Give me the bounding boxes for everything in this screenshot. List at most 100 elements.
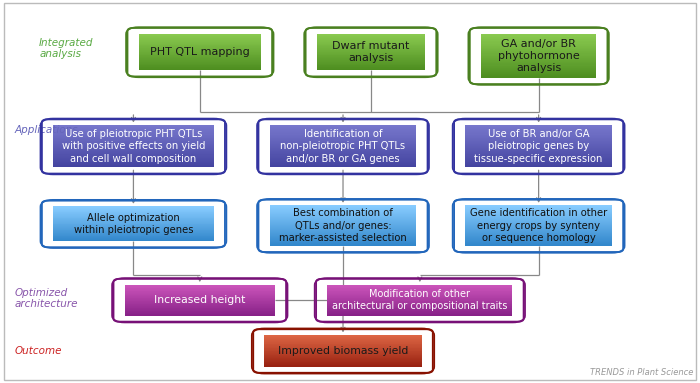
Bar — [53, 162, 213, 163]
Bar — [53, 231, 213, 232]
Bar — [270, 229, 416, 231]
Bar — [53, 206, 213, 208]
Bar — [466, 229, 612, 230]
Bar — [53, 235, 213, 236]
Bar — [125, 288, 275, 289]
Bar — [270, 244, 416, 246]
Bar — [265, 362, 421, 363]
Bar — [53, 237, 213, 239]
Bar — [265, 360, 421, 361]
Bar — [139, 64, 261, 66]
Bar — [53, 130, 213, 132]
Bar — [328, 289, 512, 290]
Bar — [270, 234, 416, 235]
Bar — [53, 164, 213, 165]
Text: GA and/or BR
phytohormone
analysis: GA and/or BR phytohormone analysis — [498, 39, 580, 74]
Bar — [466, 161, 612, 162]
Bar — [270, 223, 416, 224]
Bar — [481, 68, 596, 69]
Bar — [317, 63, 425, 64]
Bar — [270, 242, 416, 243]
Bar — [125, 296, 275, 297]
Bar — [270, 126, 416, 128]
Bar — [270, 141, 416, 142]
Bar — [53, 240, 213, 241]
Bar — [466, 211, 612, 213]
Bar — [481, 62, 596, 64]
Bar — [53, 208, 213, 210]
Bar — [53, 142, 213, 143]
Bar — [466, 152, 612, 154]
Bar — [125, 301, 275, 303]
Bar — [328, 304, 512, 305]
Bar — [139, 52, 261, 53]
Bar — [317, 58, 425, 59]
Bar — [53, 220, 213, 221]
Bar — [328, 311, 512, 312]
Bar — [53, 136, 213, 137]
Bar — [139, 48, 261, 49]
Bar — [328, 305, 512, 306]
Bar — [139, 43, 261, 44]
Bar — [481, 58, 596, 59]
Bar — [125, 291, 275, 292]
Bar — [270, 137, 416, 138]
Bar — [328, 296, 512, 297]
Bar — [317, 65, 425, 67]
Bar — [53, 137, 213, 138]
Bar — [53, 128, 213, 130]
Bar — [270, 151, 416, 153]
Bar — [270, 226, 416, 228]
Bar — [270, 236, 416, 237]
Bar — [317, 60, 425, 61]
Bar — [125, 298, 275, 300]
Bar — [270, 228, 416, 229]
Bar — [328, 313, 512, 314]
Bar — [53, 134, 213, 136]
Bar — [53, 238, 213, 239]
Bar — [481, 67, 596, 68]
Bar — [328, 308, 512, 309]
Bar — [53, 158, 213, 159]
Bar — [270, 208, 416, 210]
Bar — [270, 145, 416, 146]
Bar — [317, 59, 425, 61]
Bar — [317, 69, 425, 70]
Bar — [270, 231, 416, 233]
Bar — [317, 52, 425, 53]
Bar — [139, 40, 261, 41]
Bar — [53, 213, 213, 214]
Bar — [466, 231, 612, 233]
Bar — [328, 298, 512, 300]
Bar — [125, 299, 275, 300]
Text: Improved biomass yield: Improved biomass yield — [278, 346, 408, 356]
Bar — [270, 134, 416, 136]
Bar — [481, 59, 596, 61]
Bar — [466, 154, 612, 155]
Bar — [328, 311, 512, 313]
Bar — [481, 52, 596, 54]
Bar — [265, 364, 421, 365]
Bar — [466, 224, 612, 226]
Bar — [466, 150, 612, 152]
Bar — [328, 286, 512, 287]
Bar — [466, 125, 612, 126]
Bar — [481, 74, 596, 76]
Bar — [53, 155, 213, 157]
Bar — [53, 225, 213, 226]
Bar — [270, 138, 416, 139]
Bar — [466, 141, 612, 142]
Bar — [139, 50, 261, 51]
Bar — [317, 43, 425, 44]
Bar — [317, 42, 425, 43]
Bar — [466, 142, 612, 143]
Bar — [270, 147, 416, 149]
Bar — [317, 53, 425, 54]
Bar — [466, 155, 612, 157]
Bar — [139, 46, 261, 47]
Text: Use of pleiotropic PHT QTLs
with positive effects on yield
and cell wall composi: Use of pleiotropic PHT QTLs with positiv… — [62, 129, 205, 164]
Bar — [466, 239, 612, 240]
Bar — [265, 335, 421, 336]
Bar — [139, 63, 261, 64]
Bar — [265, 358, 421, 360]
